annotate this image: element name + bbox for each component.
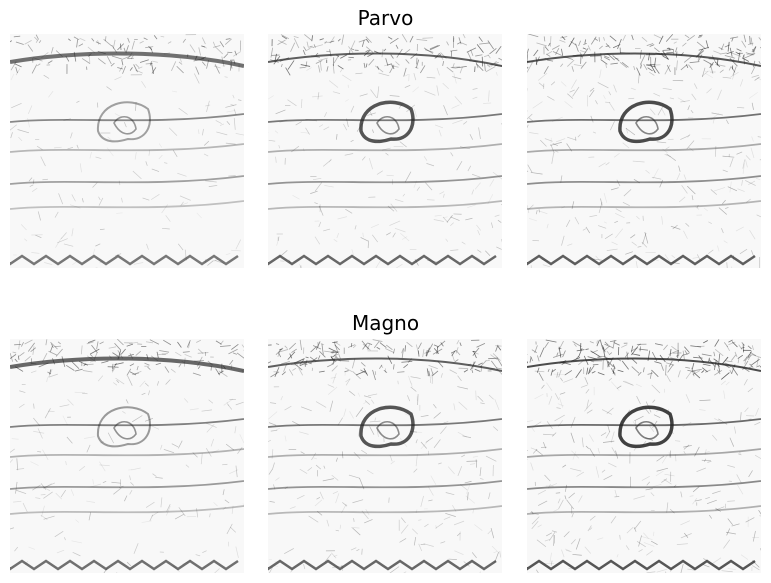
row-title-magno: Magno: [351, 311, 420, 335]
edge-map-image: [527, 34, 761, 268]
edge-map-image: [10, 34, 244, 268]
edge-map-image: [10, 339, 244, 573]
row-title-parvo: Parvo: [357, 6, 414, 30]
edge-map-image: [268, 34, 502, 268]
edge-map-magno-2: [268, 339, 502, 573]
edge-map-parvo-2: [268, 34, 502, 268]
edge-map-image: [268, 339, 502, 573]
edge-map-parvo-3: [527, 34, 761, 268]
edge-map-magno-1: [10, 339, 244, 573]
edge-map-image: [527, 339, 761, 573]
edge-map-magno-3: [527, 339, 761, 573]
edge-map-parvo-1: [10, 34, 244, 268]
